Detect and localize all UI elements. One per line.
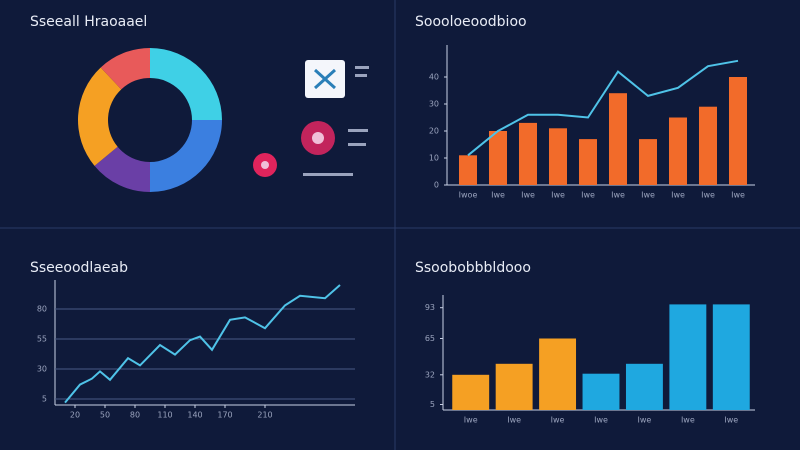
legend-text <box>355 66 369 69</box>
bar <box>609 93 627 185</box>
bar <box>669 117 687 185</box>
chart-title: Soooloeoodbioo <box>415 14 527 30</box>
x-tick-label: Iwe <box>681 416 695 425</box>
y-tick-label: 30 <box>37 365 47 374</box>
x-tick-label: Iwe <box>641 191 655 200</box>
bar <box>669 304 707 410</box>
bar <box>452 374 490 410</box>
y-tick-label: 20 <box>429 127 439 136</box>
bar <box>489 131 507 185</box>
x-tick-label: 50 <box>100 411 110 420</box>
bar <box>519 122 537 185</box>
donut-segment <box>150 48 222 120</box>
x-tick-label: Iwe <box>464 416 478 425</box>
y-tick-label: 32 <box>425 370 435 379</box>
x-tick-label: Iwoe <box>459 191 478 200</box>
bar <box>625 363 663 410</box>
x-tick-label: Iwe <box>581 191 595 200</box>
y-tick-label: 80 <box>37 305 47 314</box>
x-tick-label: Iwe <box>551 416 565 425</box>
x-tick-label: Iwe <box>507 416 521 425</box>
donut-segment <box>150 120 222 192</box>
legend-text <box>348 143 366 146</box>
bar <box>539 338 577 410</box>
x-tick-label: 20 <box>70 411 80 420</box>
x-tick-label: Iwe <box>491 191 505 200</box>
y-tick-label: 65 <box>425 334 435 343</box>
x-tick-label: Iwe <box>551 191 565 200</box>
line <box>64 284 341 404</box>
donut-segment <box>100 48 150 90</box>
line <box>467 59 739 157</box>
bar <box>699 106 717 185</box>
bar <box>729 77 747 185</box>
legend-dot <box>312 132 324 144</box>
x-tick-label: 170 <box>217 411 232 420</box>
x-tick-label: Iwe <box>731 191 745 200</box>
legend-dot <box>261 161 269 169</box>
x-tick-label: Iwe <box>521 191 535 200</box>
y-tick-label: 55 <box>37 335 47 344</box>
donut-segment <box>77 67 122 166</box>
bar <box>639 139 657 185</box>
chart-title: Ssoobobbbldooo <box>415 260 531 276</box>
bar <box>579 139 597 185</box>
chart-title: Sseeall Hraoaael <box>30 14 147 30</box>
legend-text <box>348 129 368 132</box>
chart-title: Sseeoodlaeab <box>30 260 128 276</box>
x-tick-label: 210 <box>257 411 272 420</box>
x-tick-label: 140 <box>187 411 202 420</box>
y-tick-label: 5 <box>430 400 435 409</box>
x-tick-label: Iwe <box>724 416 738 425</box>
donut-segment <box>94 146 150 192</box>
bar <box>582 373 620 410</box>
y-tick-label: 0 <box>434 181 439 190</box>
y-tick-label: 5 <box>42 395 47 404</box>
x-tick-label: Iwe <box>671 191 685 200</box>
x-tick-label: Iwe <box>611 191 625 200</box>
x-tick-label: Iwe <box>638 416 652 425</box>
bar <box>495 363 533 410</box>
x-tick-label: Iwe <box>701 191 715 200</box>
x-tick-label: Iwe <box>594 416 608 425</box>
x-tick-label: 110 <box>157 411 172 420</box>
bar <box>459 155 477 185</box>
y-tick-label: 93 <box>425 303 435 312</box>
icon <box>313 68 337 90</box>
bar <box>549 128 567 185</box>
legend-text <box>355 74 367 77</box>
y-tick-label: 40 <box>429 73 439 82</box>
y-tick-label: 10 <box>429 154 439 163</box>
bar <box>712 304 750 410</box>
y-tick-label: 30 <box>429 100 439 109</box>
legend-text <box>303 173 353 176</box>
x-tick-label: 80 <box>130 411 140 420</box>
